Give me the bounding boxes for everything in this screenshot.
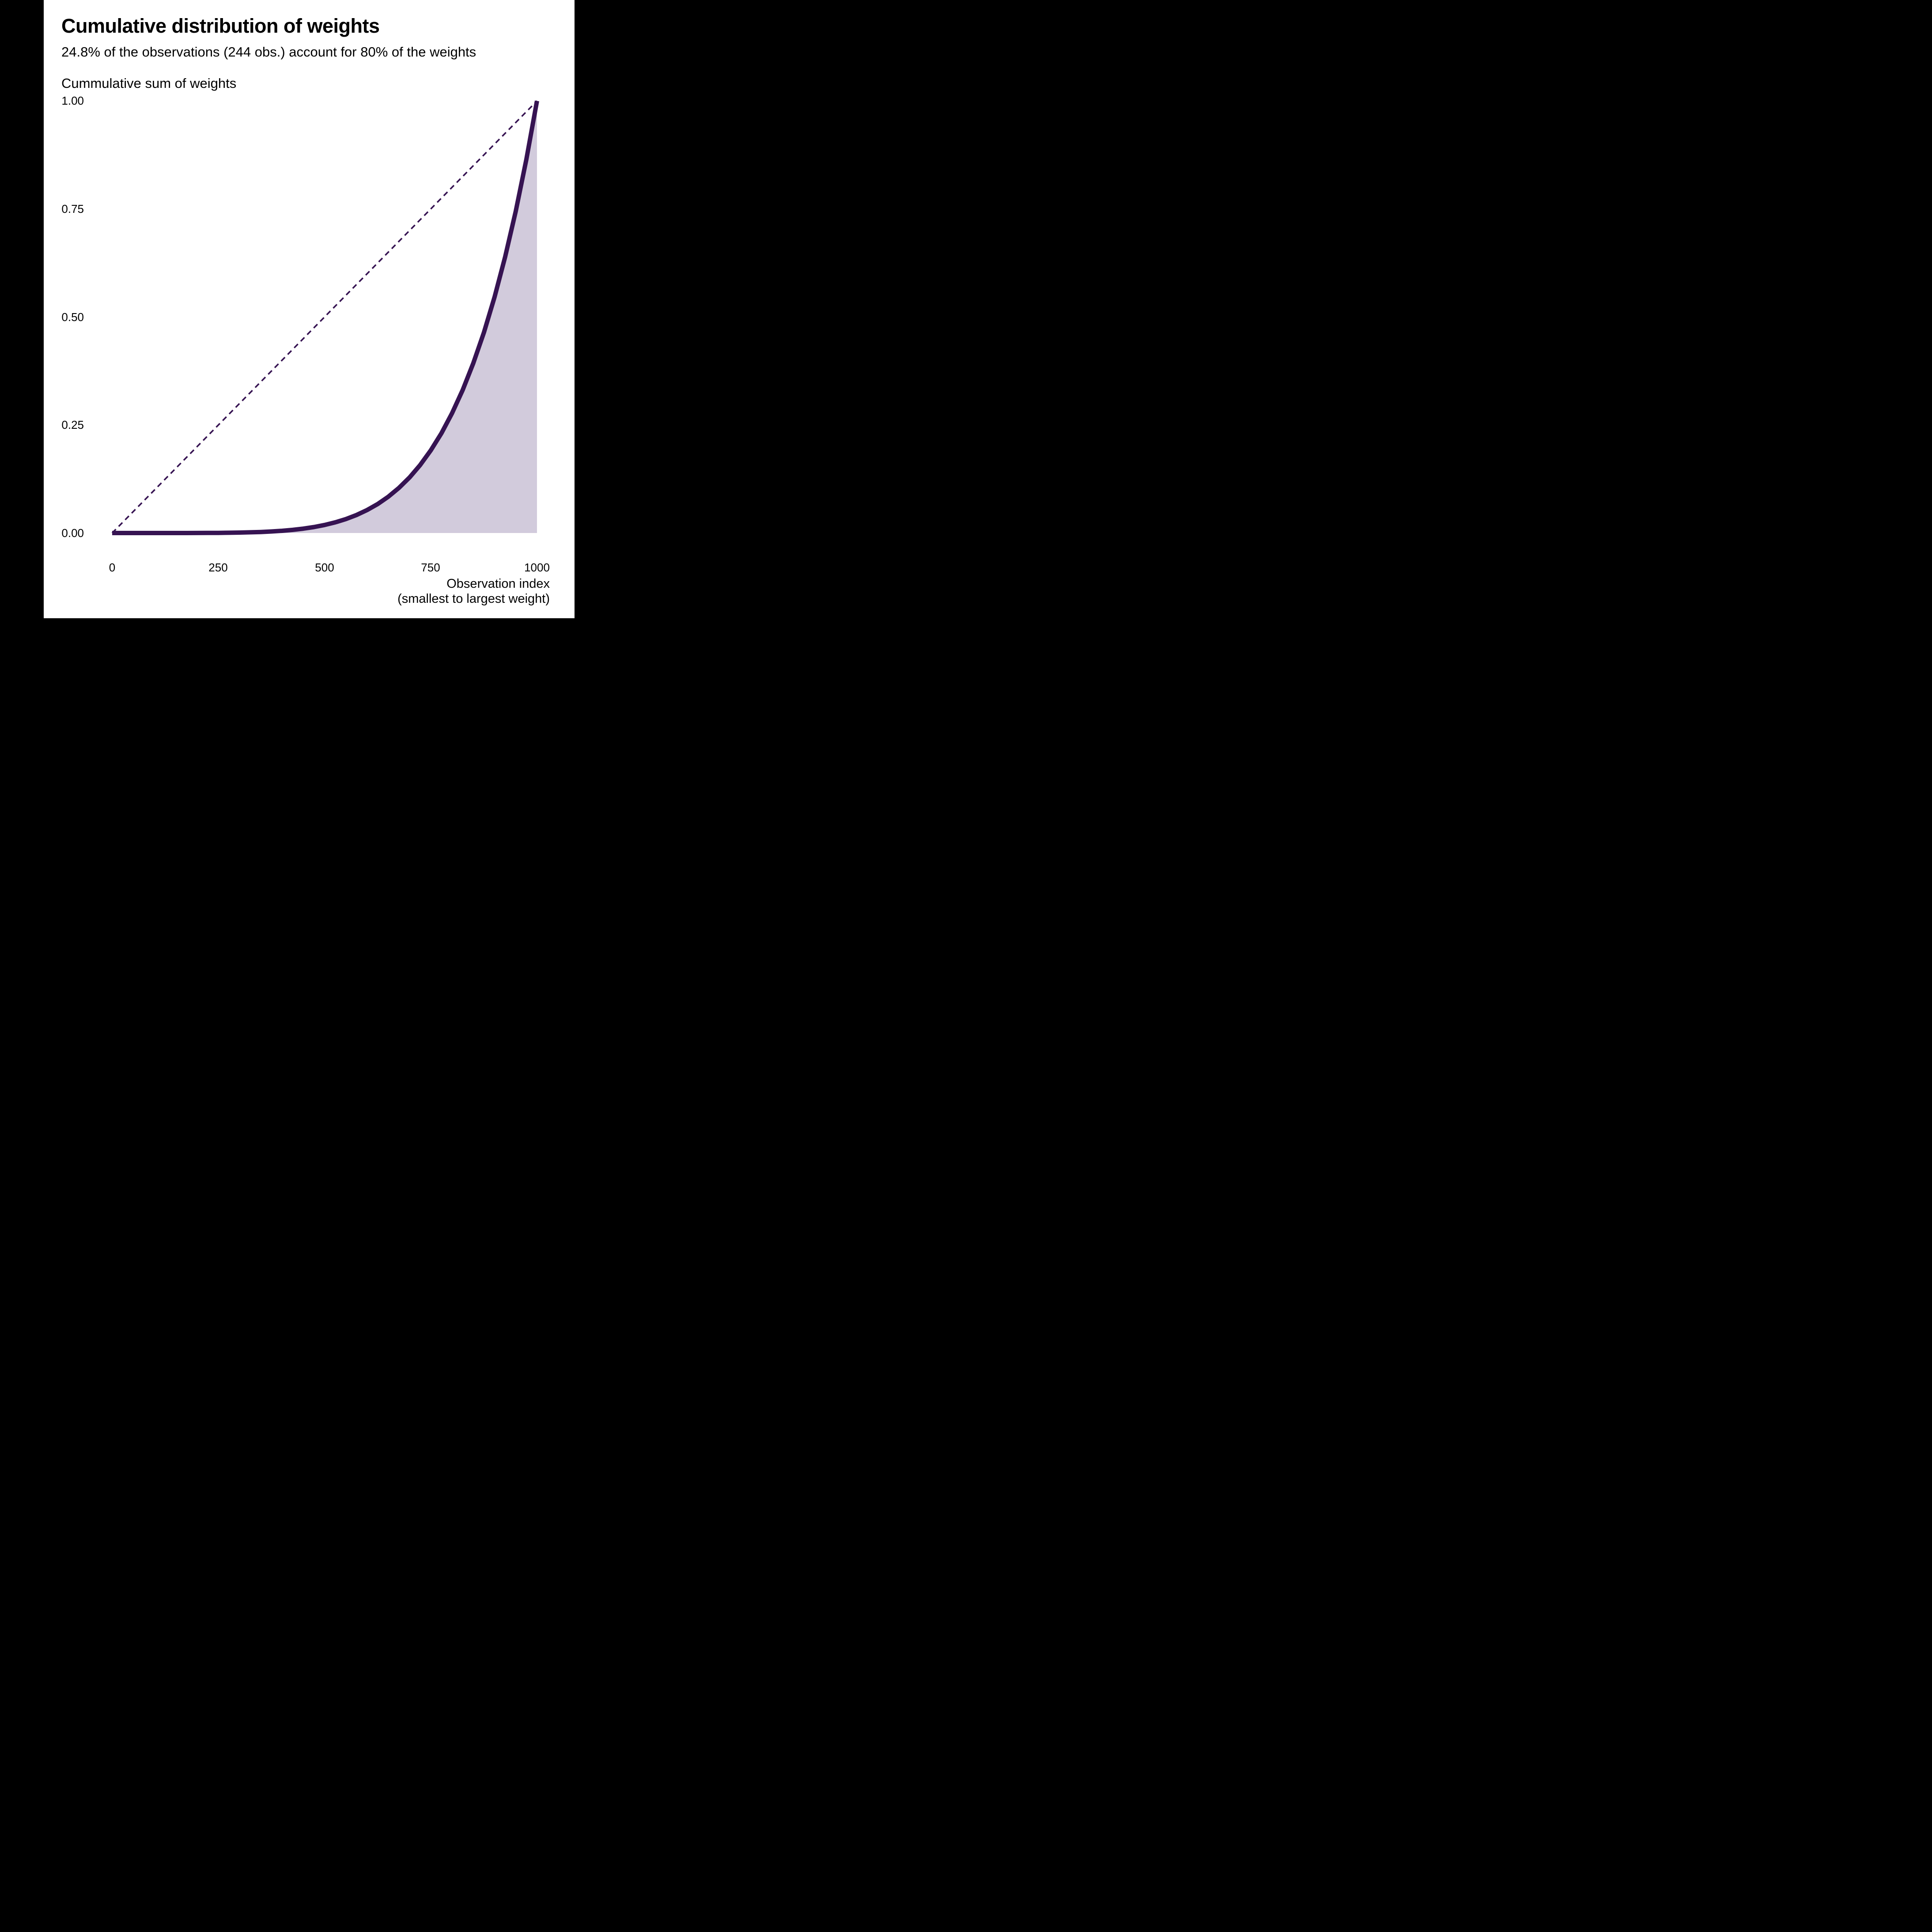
x-axis-caption: Observation index (smallest to largest w… [397,576,550,606]
x-axis-caption-line2: (smallest to largest weight) [397,592,550,606]
x-tick-500: 500 [315,561,334,574]
chart-figure: Cumulative distribution of weights 24.8%… [0,0,618,618]
x-tick-750: 750 [421,561,440,574]
chart-title: Cumulative distribution of weights [61,15,380,37]
y-tick-0.00: 0.00 [61,526,84,540]
y-tick-1.00: 1.00 [61,94,84,107]
x-tick-0: 0 [109,561,116,574]
left-black-bar [0,0,44,618]
right-black-bar [575,0,618,618]
equality-dashed-line [111,100,538,534]
x-axis-caption-line1: Observation index [446,577,550,591]
lorenz-curve [112,100,539,535]
chart-subtitle: 24.8% of the observations (244 obs.) acc… [61,44,476,60]
plot-svg [111,100,539,535]
x-tick-250: 250 [208,561,228,574]
y-tick-0.50: 0.50 [61,310,84,324]
area-fill [112,101,537,533]
x-tick-1000: 1000 [524,561,550,574]
y-axis-title: Cummulative sum of weights [61,76,237,91]
y-tick-0.25: 0.25 [61,418,84,431]
y-tick-0.75: 0.75 [61,202,84,216]
